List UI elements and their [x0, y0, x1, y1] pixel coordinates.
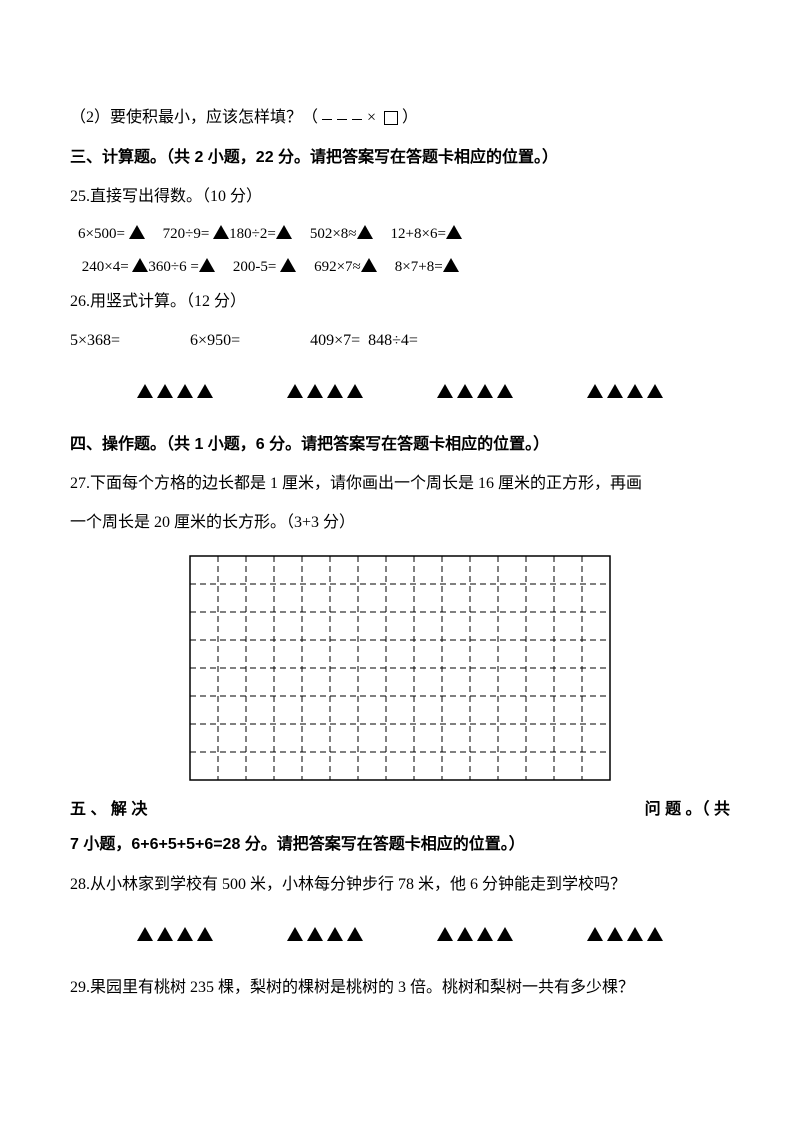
q26-e4: 848÷4= [368, 332, 418, 349]
triangle-icon [197, 384, 213, 398]
q29: 29.果园里有桃树 235 棵，梨树的棵树是桃树的 3 倍。桃树和梨树一共有多少… [70, 970, 730, 1005]
q25-e9: 692×7≈ [314, 259, 361, 275]
triangle-icon [287, 927, 303, 941]
triangle-icon [477, 384, 493, 398]
triangle-icon [443, 258, 459, 272]
q24-2-text: （2）要使积最小，应该怎样填？（ [70, 109, 318, 126]
triangle-icon [199, 258, 215, 272]
triangle-icon [437, 927, 453, 941]
q25-e6: 240×4= [82, 259, 129, 275]
triangle-icon [287, 384, 303, 398]
triangle-group [287, 926, 363, 940]
triangle-icon [177, 927, 193, 941]
q26-e1: 5×368= [70, 323, 120, 358]
triangle-icon [157, 384, 173, 398]
triangle-icon [457, 927, 473, 941]
triangle-icon [477, 927, 493, 941]
triangle-icon [627, 927, 643, 941]
triangle-icon [457, 384, 473, 398]
triangle-icon [627, 384, 643, 398]
q25-e8: 200-5= [233, 259, 276, 275]
section5-line2: 7 小题，6+6+5+5+6=28 分。请把答案写在答题卡相应的位置。） [70, 827, 730, 862]
triangle-icon [446, 225, 462, 239]
q25-e7: 360÷6 = [148, 259, 198, 275]
q25-e10: 8×7+8= [395, 259, 443, 275]
q27-line2: 一个周长是 20 厘米的长方形。（3+3 分） [70, 505, 730, 540]
q24-part2: （2）要使积最小，应该怎样填？（ × ） [70, 100, 730, 136]
triangle-icon [157, 927, 173, 941]
triangle-icon [437, 384, 453, 398]
triangle-icon [647, 384, 663, 398]
triangle-icon [129, 225, 145, 239]
triangle-icon [607, 384, 623, 398]
q25-row1: 6×500= 720÷9= 180÷2= 502×8≈ 12+8×6= [70, 218, 730, 251]
q25-e2: 720÷9= [163, 226, 210, 242]
grid-area [70, 544, 730, 792]
triangle-icon [361, 258, 377, 272]
q28: 28.从小林家到学校有 500 米，小林每分钟步行 78 米，他 6 分钟能走到… [70, 867, 730, 902]
triangle-icon [307, 384, 323, 398]
q25-text: 25.直接写出得数。（10 分） [70, 179, 730, 214]
triangle-group [587, 926, 663, 940]
q26-e3: 409×7= [310, 332, 360, 349]
triangle-icon [280, 258, 296, 272]
triangle-icon [327, 927, 343, 941]
q25-e5: 12+8×6= [391, 226, 446, 242]
triangle-icon [137, 384, 153, 398]
triangle-row-2 [70, 906, 730, 970]
triangle-icon [357, 225, 373, 239]
triangle-icon [307, 927, 323, 941]
blank-dashes [322, 101, 367, 136]
section5-row: 五 、 解 决 问 题 。（ 共 [70, 792, 730, 827]
triangle-icon [177, 384, 193, 398]
triangle-icon [347, 927, 363, 941]
q25-e4: 502×8≈ [310, 226, 357, 242]
triangle-icon [213, 225, 229, 239]
triangle-icon [327, 384, 343, 398]
q24-2-close: ） [402, 109, 418, 126]
q25-row2: 240×4= 360÷6 = 200-5= 692×7≈ 8×7+8= [70, 251, 730, 284]
q25-e3: 180÷2= [229, 226, 276, 242]
triangle-icon [607, 927, 623, 941]
q26-row: 5×368= 6×950= 409×7= 848÷4= [70, 323, 730, 358]
triangle-group [137, 926, 213, 940]
triangle-icon [497, 384, 513, 398]
triangle-group [287, 383, 363, 397]
triangle-icon [132, 258, 148, 272]
grid-svg [188, 554, 612, 782]
triangle-group [587, 383, 663, 397]
triangle-group [437, 383, 513, 397]
section5-right: 问 题 。（ 共 [645, 792, 730, 827]
section3-title: 三、计算题。（共 2 小题，22 分。请把答案写在答题卡相应的位置。） [70, 140, 730, 175]
section4-title: 四、操作题。（共 1 小题，6 分。请把答案写在答题卡相应的位置。） [70, 427, 730, 462]
triangle-group [437, 926, 513, 940]
triangle-icon [497, 927, 513, 941]
blank-box [384, 111, 398, 125]
triangle-icon [587, 927, 603, 941]
triangle-group [137, 383, 213, 397]
triangle-icon [347, 384, 363, 398]
triangle-icon [276, 225, 292, 239]
q27-line1: 27.下面每个方格的边长都是 1 厘米，请你画出一个周长是 16 厘米的正方形，… [70, 466, 730, 501]
triangle-icon [137, 927, 153, 941]
triangle-row-1 [70, 363, 730, 427]
triangle-icon [197, 927, 213, 941]
q26-text: 26.用竖式计算。（12 分） [70, 284, 730, 319]
triangle-icon [587, 384, 603, 398]
section5-left: 五 、 解 决 [70, 792, 147, 827]
q26-e2: 6×950= [190, 323, 240, 358]
triangle-icon [647, 927, 663, 941]
q25-e1: 6×500= [78, 226, 125, 242]
